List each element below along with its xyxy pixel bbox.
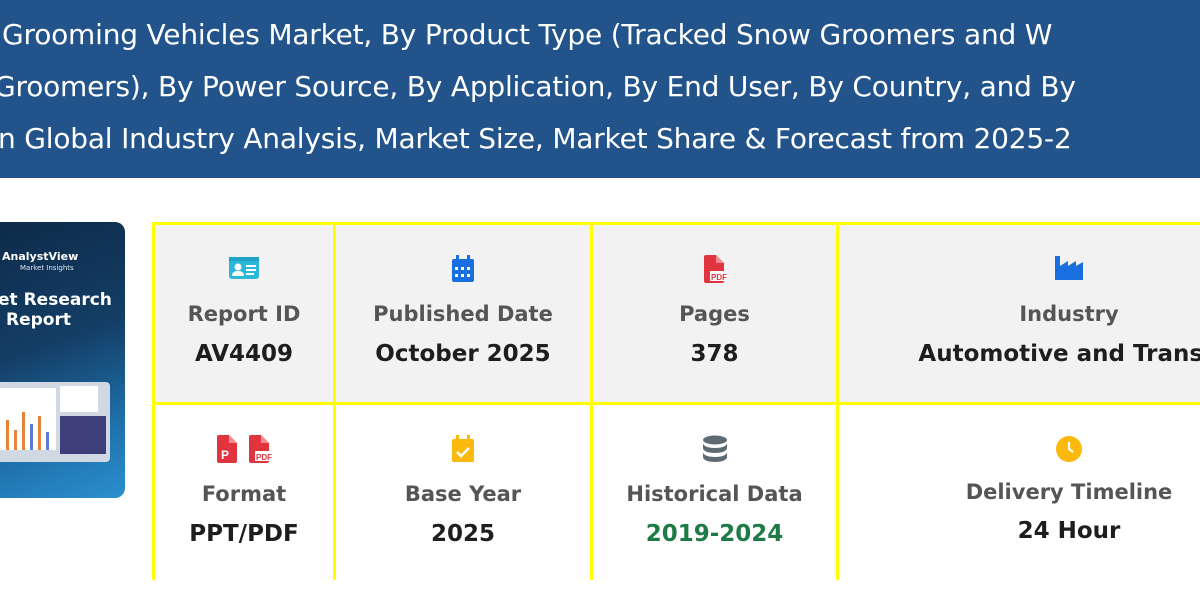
title-line-2: Groomers), By Power Source, By Applicati…	[0, 70, 1076, 103]
format-value: PPT/PDF	[189, 521, 299, 547]
id-card-icon	[155, 255, 333, 283]
cover-brand: AnalystView	[2, 250, 79, 263]
cell-pages: PDF Pages 378	[593, 225, 836, 402]
pdf-file-icon: PDF	[249, 435, 272, 463]
industry-value: Automotive and Transp	[918, 341, 1200, 367]
base-year-label: Base Year	[404, 482, 522, 506]
industry-label: Industry	[1019, 302, 1119, 326]
base-year-value: 2025	[430, 521, 495, 547]
cover-title-line-2: Report	[6, 310, 71, 330]
industry-icon	[839, 255, 1200, 283]
cell-industry: Industry Automotive and Transp	[839, 225, 1200, 402]
pages-label: Pages	[679, 302, 750, 326]
clock-icon	[839, 435, 1200, 463]
historical-data-value: 2019-2024	[645, 521, 784, 547]
report-id-label: Report ID	[187, 302, 301, 326]
cover-title-line-1: et Research	[0, 290, 112, 310]
delivery-timeline-label: Delivery Timeline	[965, 480, 1173, 504]
published-date-label: Published Date	[373, 302, 553, 326]
cell-historical-data: Historical Data 2019-2024	[593, 405, 836, 580]
cell-base-year: Base Year 2025	[336, 405, 590, 580]
svg-text:PDF: PDF	[256, 453, 272, 462]
historical-data-label: Historical Data	[626, 482, 803, 506]
database-icon	[593, 435, 836, 463]
published-date-value: October 2025	[375, 341, 551, 367]
cover-monitor-illustration	[0, 382, 110, 462]
calendar-icon	[336, 255, 590, 283]
cell-published-date: Published Date October 2025	[336, 225, 590, 402]
cell-report-id: Report ID AV4409	[155, 225, 333, 402]
ppt-file-icon: P	[217, 435, 237, 463]
report-cover-thumbnail[interactable]: AnalystView Market Insights et Research R…	[0, 222, 125, 498]
svg-text:PDF: PDF	[711, 273, 727, 282]
ppt-pdf-icon: P PDF	[155, 435, 333, 463]
delivery-timeline-value: 24 Hour	[1017, 518, 1121, 544]
title-line-3: n Global Industry Analysis, Market Size,…	[0, 122, 1072, 155]
cover-brand-sub: Market Insights	[20, 264, 74, 272]
format-label: Format	[201, 482, 287, 506]
pages-value: 378	[690, 341, 739, 367]
report-title-banner: Grooming Vehicles Market, By Product Typ…	[0, 0, 1200, 178]
cover-title: et Research Report	[0, 290, 112, 330]
title-line-1: Grooming Vehicles Market, By Product Typ…	[2, 18, 1053, 51]
pdf-file-icon: PDF	[593, 255, 836, 283]
cover-chart-panel	[0, 388, 56, 450]
svg-text:P: P	[221, 448, 229, 462]
report-info-table: Report ID AV4409 Published Date October …	[152, 222, 1200, 580]
report-id-value: AV4409	[194, 341, 294, 367]
calendar-check-icon	[336, 435, 590, 463]
cell-delivery-timeline: Delivery Timeline 24 Hour	[839, 405, 1200, 580]
cell-format: P PDF Format PPT/PDF	[155, 405, 333, 580]
